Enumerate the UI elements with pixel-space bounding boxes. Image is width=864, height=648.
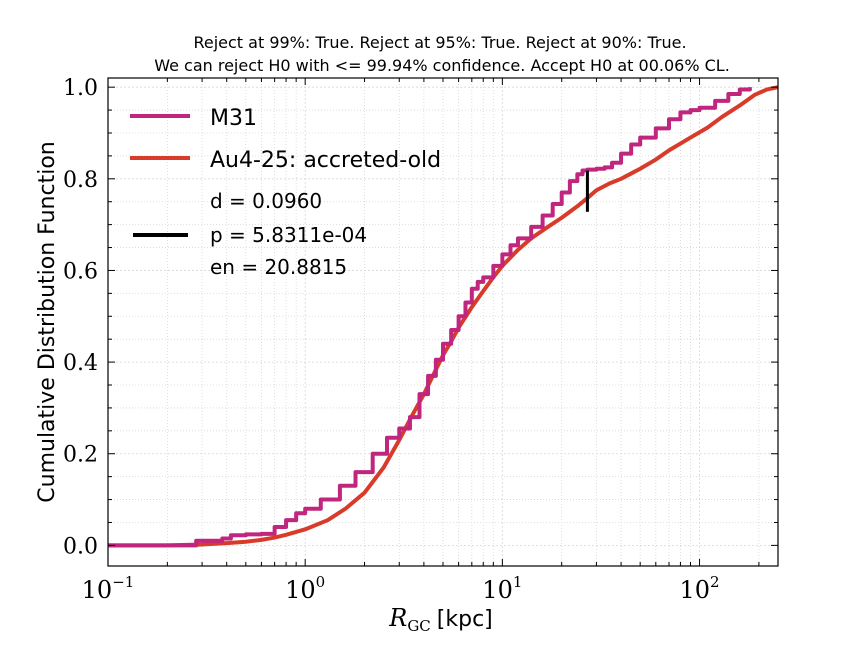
- y-tick-label: 0.4: [63, 351, 98, 376]
- x-tick-label-base: 10: [482, 576, 513, 604]
- legend-ks-p: p = 5.8311e-04: [210, 223, 367, 247]
- y-axis-label: Cumulative Distribution Function: [35, 141, 60, 502]
- legend-label-au4-25: Au4-25: accreted-old: [210, 148, 441, 173]
- x-tick-label: 102: [679, 573, 719, 604]
- y-tick-label: 0.8: [63, 168, 98, 193]
- y-tick-labels: 0.0 0.2 0.4 0.6 0.8 1.0: [63, 76, 98, 559]
- legend-ks-en: en = 20.8815: [210, 255, 347, 279]
- legend: M31 Au4-25: accreted-old d = 0.0960 p = …: [130, 106, 441, 279]
- x-axis-label-unit: [kpc]: [437, 607, 493, 632]
- x-tick-labels: 10−1 100 101 102: [82, 573, 720, 604]
- legend-ks-d: d = 0.0960: [210, 189, 322, 213]
- y-tick-label: 0.6: [63, 259, 98, 284]
- x-tick-label-exponent: 1: [513, 573, 523, 591]
- x-axis-label-sub: GC: [407, 617, 430, 635]
- chart-title-line1: Reject at 99%: True. Reject at 95%: True…: [193, 33, 686, 52]
- x-tick-label: 100: [285, 573, 325, 604]
- grid-lines: [107, 78, 778, 566]
- series-layer: [108, 85, 779, 548]
- y-tick-label: 0.2: [63, 443, 98, 468]
- x-tick-label-exponent: 2: [710, 573, 720, 591]
- series-line-m31: [108, 87, 752, 548]
- x-tick-label-base: 10: [679, 576, 710, 604]
- x-tick-label: 10−1: [82, 573, 135, 604]
- x-tick-label: 101: [482, 573, 522, 604]
- x-tick-label-base: 10: [285, 576, 316, 604]
- x-axis-label: RGC [kpc]: [388, 604, 493, 635]
- y-tick-label: 0.0: [63, 534, 98, 559]
- series-line-au4-25: [108, 85, 779, 548]
- chart-title-line2: We can reject H0 with <= 99.94% confiden…: [154, 56, 730, 75]
- x-tick-label-exponent: 0: [316, 573, 326, 591]
- axis-ticks: [107, 78, 778, 566]
- x-tick-label-base: 10: [82, 576, 113, 604]
- y-tick-label: 1.0: [63, 76, 98, 101]
- legend-label-m31: M31: [210, 106, 257, 131]
- x-axis-label-main: R: [388, 604, 407, 632]
- x-tick-label-exponent: −1: [112, 573, 134, 591]
